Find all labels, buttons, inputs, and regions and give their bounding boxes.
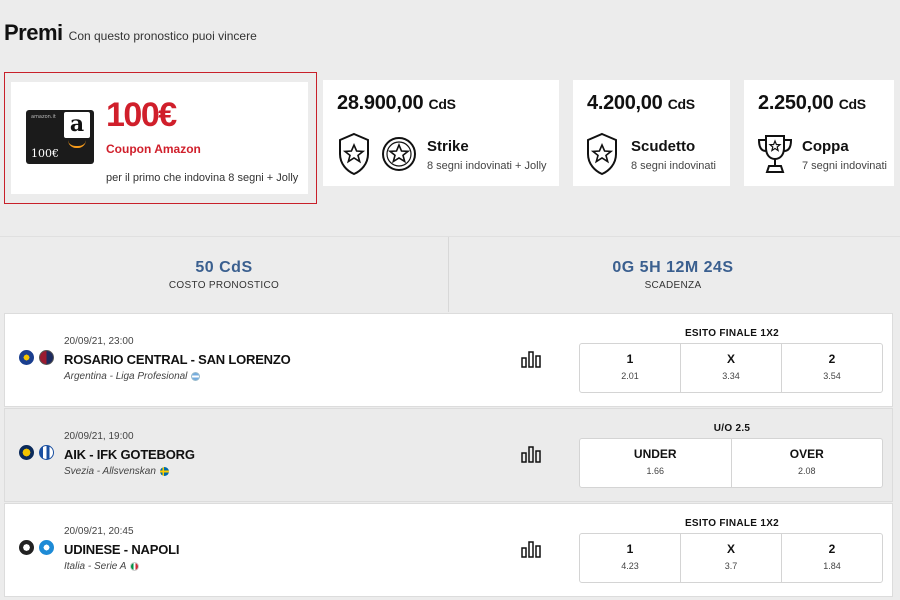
strike-prize-amount: 28.900,00 CdS bbox=[337, 92, 456, 114]
bet-type-title: ESITO FINALE 1X2 bbox=[684, 518, 780, 529]
amazon-coupon-label: Coupon Amazon bbox=[106, 142, 201, 156]
amazon-prize-highlight bbox=[4, 72, 317, 204]
strike-prize-name: Strike bbox=[427, 138, 469, 155]
match-league: Argentina - Liga Profesional bbox=[64, 371, 201, 382]
match-date: 20/09/21, 20:45 bbox=[64, 526, 134, 537]
prizes-title: Premi bbox=[4, 20, 63, 45]
match-row: 20/09/21, 20:45 UDINESE - NAPOLI Italia … bbox=[4, 503, 893, 597]
match-date: 20/09/21, 23:00 bbox=[64, 336, 134, 347]
odd-option-under[interactable]: UNDER 1.66 bbox=[580, 439, 732, 487]
odds-selector: 1 4.23 X 3.7 2 1.84 bbox=[579, 533, 883, 583]
match-row: 20/09/21, 23:00 ROSARIO CENTRAL - SAN LO… bbox=[4, 313, 893, 407]
shield-star-icon bbox=[587, 132, 617, 176]
amazon-prize-desc: per il primo che indovina 8 segni + Joll… bbox=[106, 172, 299, 184]
deadline-countdown: 0G 5H 12M 24S bbox=[612, 259, 734, 276]
argentina-flag-icon bbox=[191, 372, 201, 381]
sweden-flag-icon bbox=[159, 467, 169, 476]
bet-type-title: U/O 2.5 bbox=[713, 423, 751, 434]
deadline-label: SCADENZA bbox=[644, 280, 702, 291]
amazon-prize-amount: 100€ bbox=[106, 96, 177, 134]
prediction-cost-label: COSTO PRONOSTICO bbox=[168, 280, 280, 291]
team-crest-icon bbox=[19, 445, 34, 460]
stats-bar-chart-icon[interactable] bbox=[521, 350, 541, 368]
prediction-deadline: 0G 5H 12M 24S SCADENZA bbox=[449, 237, 897, 312]
shield-star-icon bbox=[339, 132, 369, 176]
scudetto-prize-name: Scudetto bbox=[631, 138, 696, 155]
odd-option-1[interactable]: 1 4.23 bbox=[580, 534, 681, 582]
prediction-info-bar: 50 CdS COSTO PRONOSTICO 0G 5H 12M 24S SC… bbox=[0, 236, 900, 312]
strike-prize-card[interactable]: 28.900,00 CdS Strike 8 segni indovinati … bbox=[323, 80, 559, 186]
trophy-icon bbox=[757, 135, 793, 173]
coppa-prize-amount: 2.250,00 CdS bbox=[758, 92, 866, 114]
match-teams: AIK - IFK GOTEBORG bbox=[64, 447, 195, 462]
odd-option-2[interactable]: 2 3.54 bbox=[823, 352, 841, 381]
stats-bar-chart-icon[interactable] bbox=[521, 540, 541, 558]
match-teams: UDINESE - NAPOLI bbox=[64, 542, 180, 557]
prediction-cost: 50 CdS COSTO PRONOSTICO bbox=[0, 237, 448, 312]
scudetto-prize-amount: 4.200,00 CdS bbox=[587, 92, 695, 114]
team-crest-icon bbox=[39, 350, 54, 365]
scudetto-prize-desc: 8 segni indovinati bbox=[631, 160, 717, 172]
odd-option-1[interactable]: 1 2.01 bbox=[580, 344, 681, 392]
strike-prize-desc: 8 segni indovinati + Jolly bbox=[427, 160, 547, 172]
italy-flag-icon bbox=[130, 562, 140, 571]
odds-selector: UNDER 1.66 OVER 2.08 bbox=[579, 438, 883, 488]
match-row: 20/09/21, 19:00 AIK - IFK GOTEBORG Svezi… bbox=[4, 408, 893, 502]
team-crest-icon bbox=[19, 350, 34, 365]
match-league: Italia - Serie A bbox=[64, 561, 140, 572]
odd-option-x[interactable]: X 3.34 bbox=[681, 344, 782, 392]
amazon-prize-card[interactable]: amazon.it a 100€ 100€ Coupon Amazon per … bbox=[11, 82, 308, 194]
coppa-prize-desc: 7 segni indovinati bbox=[802, 160, 888, 172]
scudetto-prize-card[interactable]: 4.200,00 CdS Scudetto 8 segni indovinati bbox=[573, 80, 730, 186]
match-teams: ROSARIO CENTRAL - SAN LORENZO bbox=[64, 352, 291, 367]
coppa-prize-name: Coppa bbox=[802, 138, 849, 155]
team-crest-icon bbox=[39, 540, 54, 555]
odd-option-2[interactable]: 2 1.84 bbox=[823, 542, 841, 571]
badge-star-icon bbox=[382, 137, 416, 171]
team-crest-icon bbox=[19, 540, 34, 555]
odd-option-x[interactable]: X 3.7 bbox=[681, 534, 782, 582]
stats-bar-chart-icon[interactable] bbox=[521, 445, 541, 463]
team-crest-icon bbox=[39, 445, 54, 460]
prizes-header: Premi Con questo pronostico puoi vincere bbox=[4, 20, 257, 46]
odd-option-over[interactable]: OVER 2.08 bbox=[789, 447, 824, 476]
info-divider bbox=[448, 237, 449, 312]
match-date: 20/09/21, 19:00 bbox=[64, 431, 134, 442]
amazon-gift-card-icon: amazon.it a 100€ bbox=[26, 110, 94, 164]
odds-selector: 1 2.01 X 3.34 2 3.54 bbox=[579, 343, 883, 393]
match-league: Svezia - Allsvenskan bbox=[64, 466, 169, 477]
bet-type-title: ESITO FINALE 1X2 bbox=[684, 328, 780, 339]
prizes-subtitle: Con questo pronostico puoi vincere bbox=[68, 29, 257, 43]
coppa-prize-card[interactable]: 2.250,00 CdS Coppa 7 segni indovinati bbox=[744, 80, 894, 186]
prediction-cost-value: 50 CdS bbox=[195, 259, 253, 276]
